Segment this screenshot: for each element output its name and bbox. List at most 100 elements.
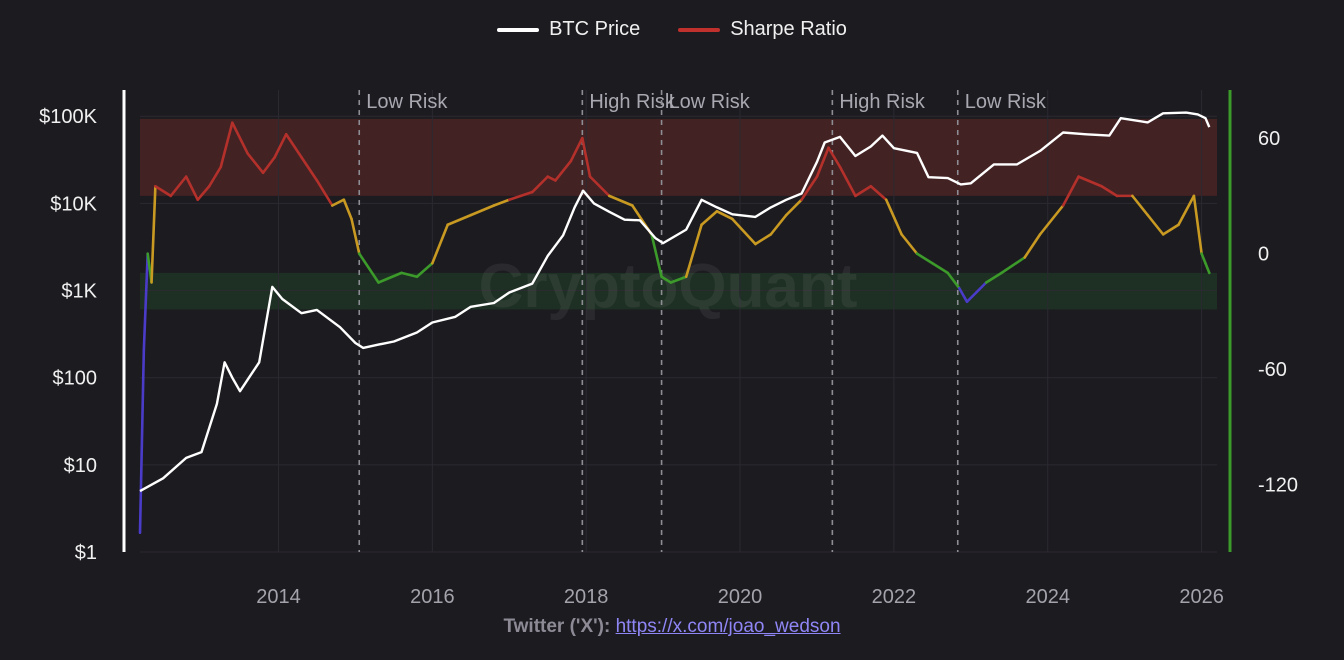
legend-label-sharpe-ratio: Sharpe Ratio [730, 18, 847, 40]
sharpe-ratio-segment [700, 209, 719, 227]
x-tick-label: 2014 [256, 586, 301, 608]
sharpe-ratio-segment [492, 198, 511, 207]
sharpe-ratio-segment [331, 198, 346, 207]
sharpe-ratio-segment [660, 275, 673, 284]
x-tick-label: 2018 [564, 586, 609, 608]
sharpe-ratio-segment [1161, 223, 1180, 236]
sharpe-ratio-segment [400, 271, 419, 279]
sharpe-ratio-segment [715, 209, 734, 221]
annotation-label: Low Risk [965, 91, 1047, 113]
sharpe-ratio-segment [169, 175, 188, 198]
sharpe-ratio-segment [1077, 175, 1103, 188]
sharpe-ratio-segment [431, 223, 450, 265]
sharpe-ratio-segment [138, 348, 146, 535]
y-right-tick-label: 0 [1258, 244, 1269, 266]
sharpe-ratio-segment [284, 132, 303, 159]
sharpe-ratio-segment [607, 194, 634, 207]
sharpe-ratio-segment [884, 198, 903, 236]
sharpe-ratio-segment [261, 156, 276, 175]
sharpe-ratio-segment [554, 159, 573, 182]
sharpe-ratio-segment [207, 165, 223, 188]
sharpe-ratio-segment [1131, 194, 1150, 217]
y-left-tick-label: $1 [75, 542, 97, 564]
sharpe-ratio-segment [273, 132, 288, 159]
sharpe-ratio-segment [946, 271, 961, 290]
sharpe-ratio-segment [588, 175, 611, 198]
sharpe-ratio-segment [931, 261, 950, 275]
sharpe-ratio-segment [184, 175, 199, 202]
sharpe-ratio-segment [1204, 261, 1211, 275]
x-tick-label: 2016 [410, 586, 455, 608]
legend-item-sharpe-ratio[interactable]: Sharpe Ratio [678, 18, 847, 41]
sharpe-ratio-segment [581, 136, 592, 178]
sharpe-ratio-segment [984, 271, 1003, 284]
legend-swatch-btc-price [497, 27, 540, 32]
sharpe-ratio-segment [446, 213, 473, 227]
watermark-text: CryptoQuant [479, 252, 858, 321]
sharpe-ratio-segment [1023, 233, 1042, 259]
sharpe-ratio-segment [531, 175, 550, 194]
sharpe-ratio-segment [915, 252, 934, 265]
footer-prefix: Twitter ('X'): [503, 616, 611, 637]
legend-label-btc-price: BTC Price [549, 18, 641, 40]
sharpe-ratio-segment [357, 252, 380, 284]
sharpe-ratio-segment [1061, 175, 1080, 207]
sharpe-ratio-segment [731, 217, 757, 246]
sharpe-ratio-segment [1000, 256, 1026, 275]
sharpe-ratio-segment [650, 233, 663, 279]
sharpe-ratio-segment [1146, 213, 1165, 236]
y-left-tick-label: $1K [61, 281, 97, 303]
annotation-label: High Risk [589, 91, 676, 113]
sharpe-ratio-segment [342, 198, 353, 221]
sharpe-ratio-segment [827, 146, 842, 169]
y-left-tick-label: $100K [39, 106, 97, 128]
x-tick-label: 2022 [872, 586, 917, 608]
sharpe-ratio-segment [350, 217, 361, 255]
y-left-tick-label: $100 [53, 368, 98, 390]
y-right-tick-label: 60 [1258, 128, 1280, 150]
sharpe-ratio-segment [377, 271, 403, 284]
sharpe-ratio-segment [1200, 252, 1207, 265]
sharpe-ratio-segment [1177, 194, 1196, 227]
sharpe-ratio-segment [546, 175, 557, 182]
sharpe-ratio-segment [1100, 184, 1119, 198]
footer-twitter-link[interactable]: https://x.com/joao_wedson [615, 616, 841, 637]
sharpe-ratio-segment [569, 136, 584, 163]
annotation-label: Low Risk [366, 91, 448, 113]
sharpe-ratio-segment [246, 152, 265, 175]
x-tick-label: 2024 [1026, 586, 1071, 608]
sharpe-ratio-segment [469, 204, 496, 217]
sharpe-ratio-segment [684, 223, 703, 279]
sharpe-ratio-segment [800, 175, 819, 202]
sharpe-ratio-segment [965, 281, 988, 304]
chart-legend: BTC Price Sharpe Ratio [0, 18, 1344, 41]
sharpe-ratio-segment [900, 233, 919, 255]
sharpe-ratio-segment [415, 261, 434, 279]
legend-swatch-sharpe-ratio [678, 27, 721, 32]
sharpe-ratio-segment [196, 184, 211, 202]
sharpe-ratio-segment [315, 179, 334, 207]
sharpe-ratio-segment [1192, 194, 1203, 255]
sharpe-ratio-segment [142, 252, 149, 352]
sharpe-ratio-segment [154, 184, 173, 198]
legend-item-btc-price[interactable]: BTC Price [497, 18, 640, 41]
chart-footer: Twitter ('X'): https://x.com/joao_wedson [0, 616, 1344, 638]
sharpe-ratio-segment [231, 121, 249, 155]
sharpe-ratio-segment [769, 213, 788, 236]
y-right-tick-label: -60 [1258, 359, 1287, 381]
sharpe-ratio-segment [784, 198, 803, 217]
sharpe-ratio-segment [669, 275, 688, 284]
x-tick-label: 2020 [718, 586, 763, 608]
sharpe-ratio-segment [838, 165, 857, 198]
sharpe-ratio-segment [957, 286, 969, 304]
sharpe-ratio-segment [1038, 204, 1065, 236]
annotation-label: Low Risk [669, 91, 751, 113]
y-right-tick-label: -120 [1258, 475, 1298, 497]
sharpe-ratio-segment [507, 190, 534, 202]
y-left-tick-label: $10 [64, 455, 97, 477]
y-left-tick-label: $10K [50, 193, 97, 215]
x-tick-label: 2026 [1179, 586, 1224, 608]
btc-price-line [139, 111, 1211, 493]
sharpe-ratio-segment [150, 184, 157, 284]
